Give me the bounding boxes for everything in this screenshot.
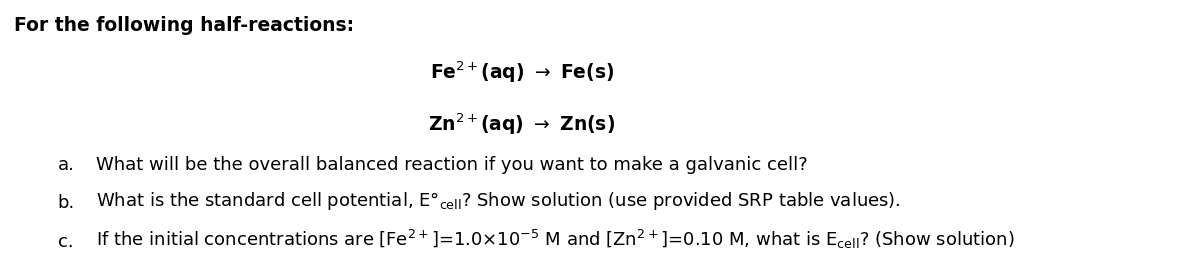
Text: If the initial concentrations are [Fe$^\mathregular{2+}$]=1.0×10$^\mathregular{-: If the initial concentrations are [Fe$^\… xyxy=(96,228,1014,251)
Text: What will be the overall balanced reaction if you want to make a galvanic cell?: What will be the overall balanced reacti… xyxy=(96,156,808,174)
Text: b.: b. xyxy=(58,195,74,212)
Text: For the following half-reactions:: For the following half-reactions: xyxy=(14,16,354,34)
Text: c.: c. xyxy=(58,233,73,251)
Text: Zn$^{2+}$(aq) $\rightarrow$ Zn(s): Zn$^{2+}$(aq) $\rightarrow$ Zn(s) xyxy=(428,111,616,137)
Text: What is the standard cell potential, E°$_\mathregular{cell}$? Show solution (use: What is the standard cell potential, E°$… xyxy=(96,190,901,212)
Text: a.: a. xyxy=(58,156,74,174)
Text: Fe$^{2+}$(aq) $\rightarrow$ Fe(s): Fe$^{2+}$(aq) $\rightarrow$ Fe(s) xyxy=(430,60,614,85)
